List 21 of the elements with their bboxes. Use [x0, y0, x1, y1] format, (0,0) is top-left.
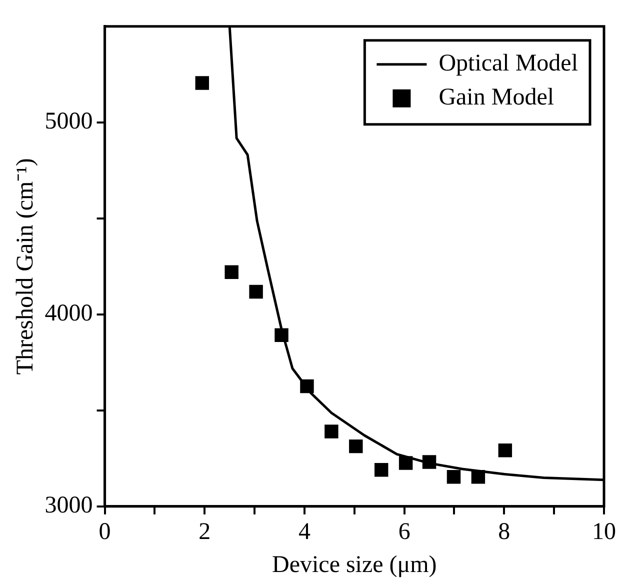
x-tick-label: 4 [298, 519, 310, 546]
legend-label: Gain Model [438, 84, 554, 111]
legend-label: Optical Model [438, 50, 578, 77]
x-tick-label: 0 [98, 519, 111, 546]
point [324, 424, 338, 438]
point [349, 439, 363, 454]
x-tick-label: 2 [198, 519, 211, 546]
y-tick-label: 3000 [44, 492, 93, 519]
point [446, 470, 461, 484]
y-tick-label: 5000 [44, 108, 93, 135]
point [249, 284, 263, 299]
x-tick-label: 10 [592, 519, 616, 546]
x-tick-label: 8 [498, 519, 510, 546]
point [498, 443, 512, 458]
point [224, 265, 238, 280]
y-axis-title: Threshold Gain (cm⁻¹) [12, 158, 39, 375]
y-tick-label: 4000 [44, 300, 93, 327]
point [195, 76, 210, 90]
point [374, 463, 388, 477]
x-tick-label: 6 [398, 519, 410, 546]
x-axis-title: Device size (μm) [272, 552, 437, 578]
